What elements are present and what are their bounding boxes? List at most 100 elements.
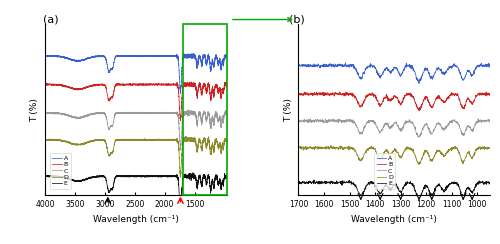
A <box>342 61 348 64</box>
Y-axis label: T (%): T (%) <box>284 98 293 122</box>
X-axis label: Wavelength (cm⁻¹): Wavelength (cm⁻¹) <box>352 215 437 224</box>
B <box>178 119 184 122</box>
C <box>487 118 493 121</box>
X-axis label: Wavelength (cm⁻¹): Wavelength (cm⁻¹) <box>94 215 179 224</box>
Text: (b): (b) <box>289 14 304 24</box>
E <box>440 189 446 192</box>
D <box>378 157 384 160</box>
A <box>180 52 186 55</box>
B <box>210 89 216 92</box>
E <box>461 194 467 197</box>
A <box>487 64 493 67</box>
A <box>118 54 124 57</box>
B <box>487 93 493 96</box>
A <box>219 62 225 65</box>
E <box>219 182 225 184</box>
A <box>440 73 446 76</box>
D <box>328 144 334 147</box>
C <box>42 111 48 114</box>
A <box>378 75 384 78</box>
E <box>310 179 316 182</box>
C <box>128 112 134 114</box>
B <box>174 85 180 88</box>
A <box>416 82 422 85</box>
A <box>432 71 438 74</box>
C <box>475 117 481 120</box>
E <box>190 172 196 174</box>
Line: D: D <box>298 145 490 164</box>
E <box>378 192 384 195</box>
A <box>224 56 230 59</box>
B <box>432 100 438 103</box>
C <box>296 119 302 122</box>
C <box>346 120 352 122</box>
D <box>120 138 126 141</box>
E <box>316 180 322 183</box>
A <box>42 54 48 57</box>
E <box>128 174 134 177</box>
B <box>296 92 302 95</box>
B <box>378 103 384 106</box>
Line: A: A <box>298 63 490 84</box>
C <box>224 112 230 114</box>
E <box>296 181 302 184</box>
A <box>120 55 126 58</box>
C <box>210 117 216 120</box>
Text: (a): (a) <box>43 14 59 24</box>
D <box>210 145 216 148</box>
B <box>316 92 322 95</box>
A <box>461 77 467 80</box>
B <box>483 91 489 93</box>
D <box>128 138 134 141</box>
D <box>118 138 124 141</box>
B <box>224 80 230 83</box>
Line: D: D <box>45 136 228 177</box>
C <box>185 108 191 111</box>
Legend: A, B, C, D, E: A, B, C, D, E <box>50 153 71 189</box>
E <box>487 181 493 184</box>
B <box>416 109 422 112</box>
C <box>219 119 225 122</box>
Line: C: C <box>298 119 490 137</box>
Bar <box>182 24 228 195</box>
C <box>178 148 184 151</box>
E <box>42 175 48 178</box>
C <box>378 131 384 133</box>
C <box>316 119 322 122</box>
Line: A: A <box>45 53 228 93</box>
E <box>416 197 422 200</box>
C <box>416 136 422 139</box>
E <box>210 179 216 182</box>
A <box>178 92 184 95</box>
Line: B: B <box>45 82 228 121</box>
E <box>224 174 230 177</box>
D <box>174 138 180 141</box>
A <box>210 61 216 64</box>
C <box>120 111 126 114</box>
D <box>219 144 225 147</box>
B <box>346 93 352 96</box>
B <box>219 91 225 94</box>
E <box>120 175 126 178</box>
B <box>42 82 48 85</box>
C <box>118 112 124 114</box>
D <box>461 159 467 162</box>
D <box>177 176 183 179</box>
D <box>416 163 422 166</box>
D <box>432 153 438 156</box>
B <box>461 106 467 109</box>
Y-axis label: T (%): T (%) <box>30 98 40 122</box>
Line: E: E <box>45 173 228 212</box>
E <box>118 174 124 177</box>
C <box>461 132 467 134</box>
B <box>120 83 126 86</box>
A <box>296 65 302 68</box>
D <box>316 147 322 150</box>
A <box>346 65 352 68</box>
Line: B: B <box>298 92 490 111</box>
Line: C: C <box>45 110 228 150</box>
C <box>174 112 180 115</box>
D <box>42 138 48 141</box>
E <box>174 177 180 180</box>
B <box>440 101 446 103</box>
